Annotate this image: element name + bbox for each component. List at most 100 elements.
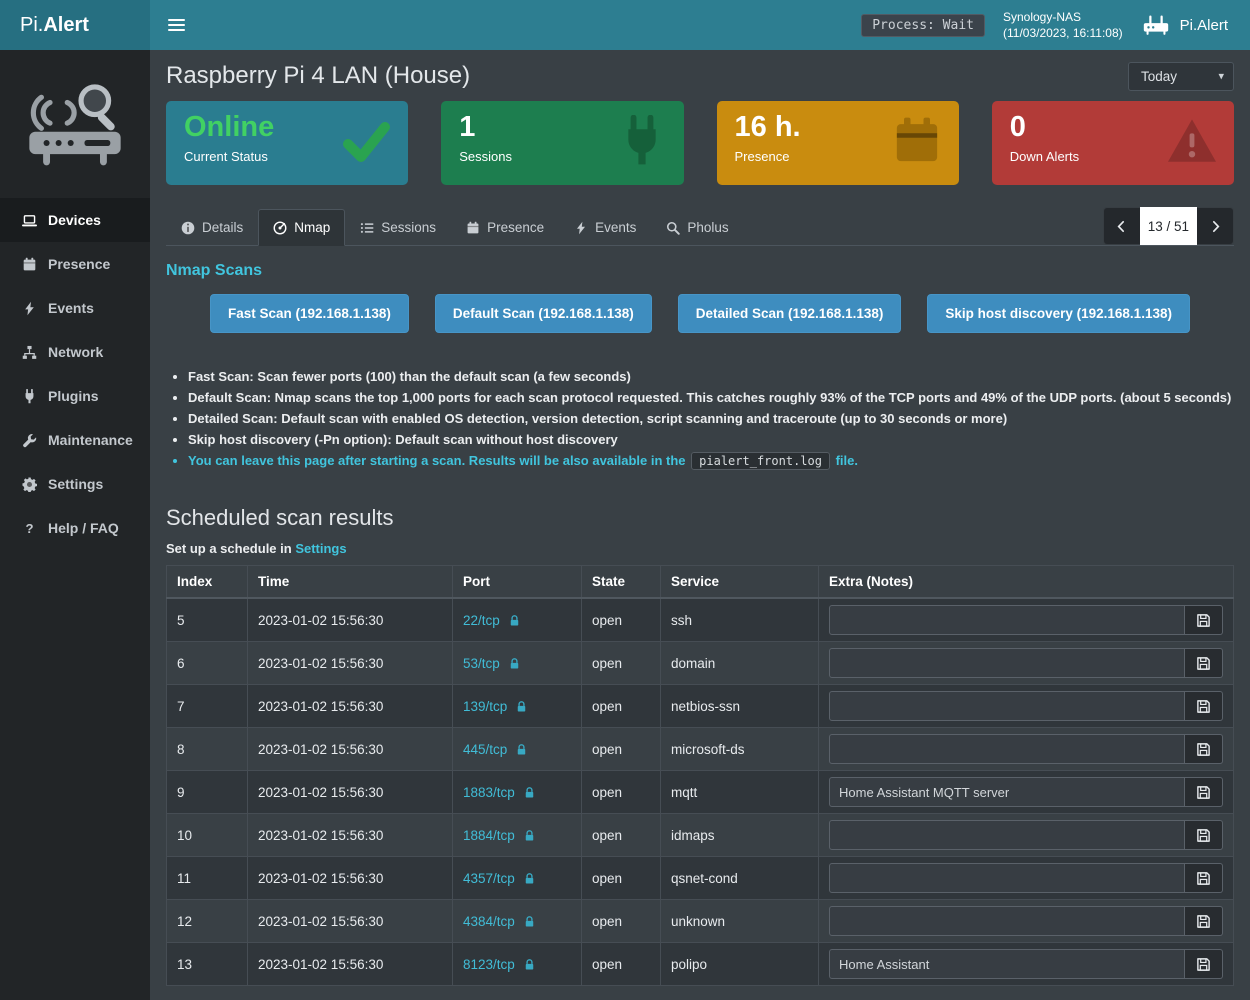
sidebar-item-presence[interactable]: Presence — [0, 242, 150, 286]
fast-scan-button[interactable]: Fast Scan (192.168.1.138) — [210, 294, 409, 333]
floppy-icon — [1196, 699, 1211, 714]
note-input[interactable] — [829, 863, 1185, 893]
sidebar-item-network[interactable]: Network — [0, 330, 150, 374]
cell-extra — [818, 727, 1234, 771]
cell-extra — [818, 813, 1234, 857]
note-input[interactable] — [829, 777, 1185, 807]
note-input-group — [829, 906, 1223, 936]
tab-sessions[interactable]: Sessions — [345, 209, 451, 246]
port-link[interactable]: 139/tcp — [463, 698, 508, 714]
save-note-button[interactable] — [1185, 734, 1223, 764]
port-link[interactable]: 22/tcp — [463, 612, 500, 628]
chevron-left-icon — [1114, 219, 1129, 234]
process-status-badge: Process: Wait — [861, 13, 985, 37]
period-select[interactable]: Today — [1128, 61, 1234, 91]
save-note-button[interactable] — [1185, 863, 1223, 893]
save-note-button[interactable] — [1185, 906, 1223, 936]
tab-label: Sessions — [381, 220, 437, 235]
port-link[interactable]: 4357/tcp — [463, 870, 515, 886]
note-input-group — [829, 648, 1223, 678]
sidebar-item-settings[interactable]: Settings — [0, 462, 150, 506]
sidebar-item-maintenance[interactable]: Maintenance — [0, 418, 150, 462]
cell-state: open — [581, 770, 661, 814]
tab-nmap[interactable]: Nmap — [258, 209, 346, 246]
settings-link[interactable]: Settings — [295, 541, 347, 556]
prev-device-button[interactable] — [1102, 207, 1140, 245]
port-link[interactable]: 53/tcp — [463, 655, 500, 671]
cell-index: 7 — [166, 684, 248, 728]
note-input-group — [829, 949, 1223, 979]
sidebar-item-devices[interactable]: Devices — [0, 198, 150, 242]
default-scan-button[interactable]: Default Scan (192.168.1.138) — [434, 294, 652, 333]
scan-result-row: 8 2023-01-02 15:56:30 445/tcp open microsoft… — [166, 727, 1234, 771]
sidebar-item-plugins[interactable]: Plugins — [0, 374, 150, 418]
note-input[interactable] — [829, 820, 1185, 850]
sidebar-item-label: Settings — [48, 476, 104, 492]
lock-icon — [508, 614, 521, 627]
card-sessions: 1 Sessions — [441, 101, 684, 185]
port-link[interactable]: 445/tcp — [463, 741, 508, 757]
next-device-button[interactable] — [1197, 207, 1234, 245]
port-link[interactable]: 4384/tcp — [463, 913, 515, 929]
cell-state: open — [581, 813, 661, 857]
status-cards: Online Current Status 1 Sessions 16 h. Presen… — [166, 101, 1234, 185]
floppy-icon — [1196, 785, 1211, 800]
note-input[interactable] — [829, 605, 1185, 635]
port-link[interactable]: 8123/tcp — [463, 956, 515, 972]
scan-note-suffix: file. — [831, 453, 858, 468]
tab-presence[interactable]: Presence — [451, 209, 559, 246]
port-link[interactable]: 1883/tcp — [463, 784, 515, 800]
save-note-button[interactable] — [1185, 648, 1223, 678]
cell-time: 2023-01-02 15:56:30 — [247, 641, 453, 685]
scan-result-row: 12 2023-01-02 15:56:30 4384/tcp open unknown — [166, 899, 1234, 943]
cell-extra — [818, 942, 1234, 986]
nmap-tab-content: Nmap Scans Fast Scan (192.168.1.138) Defa… — [166, 246, 1234, 986]
note-input[interactable] — [829, 691, 1185, 721]
sidebar-item-label: Network — [48, 344, 104, 360]
card-down-alerts: 0 Down Alerts — [991, 101, 1234, 185]
app-logo[interactable]: Pi. Alert — [0, 0, 150, 50]
save-note-button[interactable] — [1185, 777, 1223, 807]
cell-time: 2023-01-02 15:56:30 — [247, 727, 453, 771]
column-header-index: Index — [166, 565, 248, 599]
scan-results-table: Index Time Port State Service Extra (Notes) 5… — [166, 565, 1234, 986]
note-input[interactable] — [829, 949, 1185, 979]
note-input-group — [829, 734, 1223, 764]
scan-info-bullet: Fast Scan: Scan fewer ports (100) than t… — [188, 366, 1234, 387]
sidebar-item-label: Maintenance — [48, 432, 133, 448]
save-note-button[interactable] — [1185, 691, 1223, 721]
note-input[interactable] — [829, 906, 1185, 936]
save-note-button[interactable] — [1185, 949, 1223, 979]
save-note-button[interactable] — [1185, 605, 1223, 635]
sidebar-item-help-faq[interactable]: ? Help / FAQ — [0, 506, 150, 550]
sidebar-toggle-button[interactable] — [150, 0, 202, 50]
bolt-icon — [574, 221, 588, 235]
logo-bold: Alert — [43, 13, 89, 36]
cell-state: open — [581, 597, 661, 642]
detailed-scan-button[interactable]: Detailed Scan (192.168.1.138) — [677, 294, 902, 333]
skip-host-discovery-scan-button[interactable]: Skip host discovery (192.168.1.138) — [927, 294, 1190, 333]
lock-icon — [523, 915, 536, 928]
tab-details[interactable]: Details — [166, 209, 258, 246]
search-icon — [666, 221, 681, 235]
sidebar-item-label: Events — [48, 300, 94, 316]
list-icon — [360, 221, 374, 235]
tab-pholus[interactable]: Pholus — [651, 209, 743, 246]
note-input[interactable] — [829, 734, 1185, 764]
port-link[interactable]: 1884/tcp — [463, 827, 515, 843]
floppy-icon — [1196, 613, 1211, 628]
cell-service: idmaps — [660, 813, 819, 857]
cell-index: 5 — [166, 597, 248, 642]
sidebar-item-events[interactable]: Events — [0, 286, 150, 330]
cell-time: 2023-01-02 15:56:30 — [247, 856, 453, 900]
device-pagination: 13 / 51 — [1102, 207, 1234, 245]
nmap-icon — [273, 221, 287, 235]
note-input[interactable] — [829, 648, 1185, 678]
tab-label: Nmap — [294, 220, 331, 235]
save-note-button[interactable] — [1185, 820, 1223, 850]
tab-events[interactable]: Events — [559, 209, 651, 246]
sidebar-item-label: Presence — [48, 256, 111, 272]
scan-result-row: 9 2023-01-02 15:56:30 1883/tcp open mqtt — [166, 770, 1234, 814]
scan-result-row: 7 2023-01-02 15:56:30 139/tcp open netbios-s… — [166, 684, 1234, 728]
lock-icon — [515, 700, 528, 713]
